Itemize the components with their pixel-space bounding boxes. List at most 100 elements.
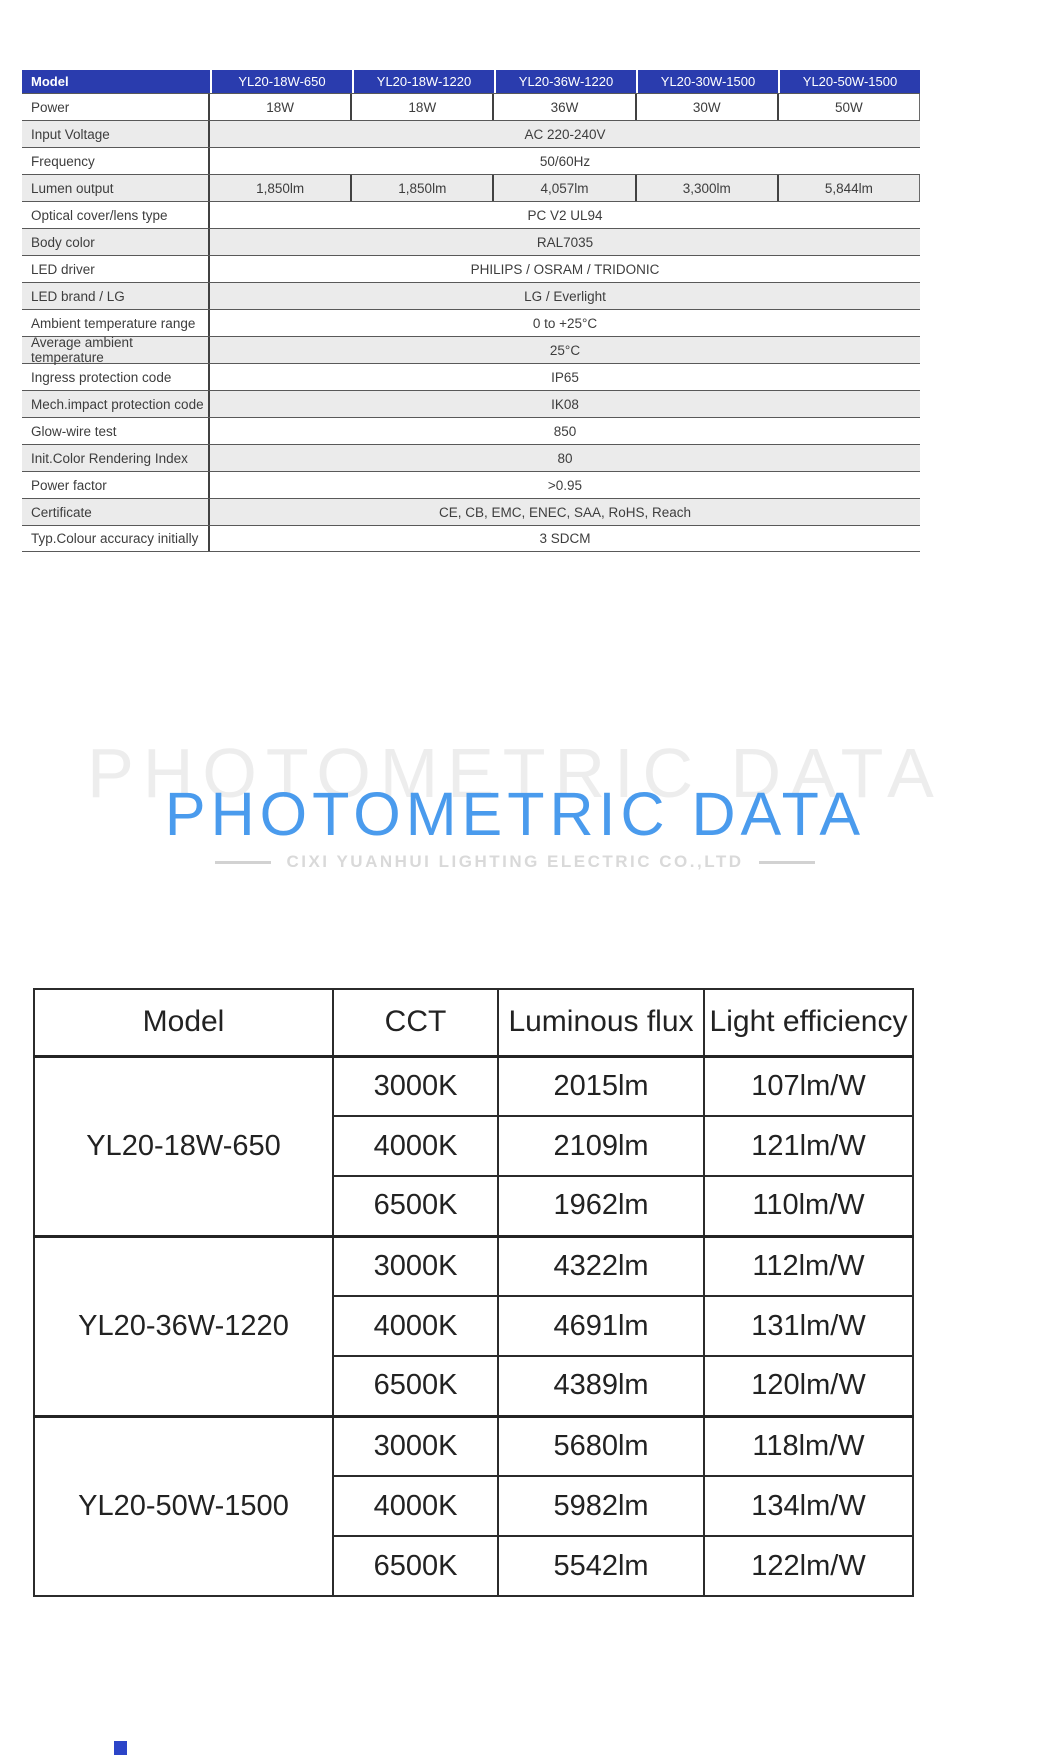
spec-row: LED brand / LG LG / Everlight xyxy=(22,282,920,309)
spec-table: Model YL20-18W-650 YL20-18W-1220 YL20-36W-… xyxy=(22,70,921,552)
photometric-value-cell: 3000K xyxy=(332,1054,499,1117)
spec-row: Glow-wire test 850 xyxy=(22,417,920,444)
spec-value-cell: 18W xyxy=(352,94,495,120)
spec-row: Optical cover/lens type PC V2 UL94 xyxy=(22,201,920,228)
photometric-value-cell: 1962lm xyxy=(497,1175,705,1237)
photometric-value-cell: 118lm/W xyxy=(703,1414,914,1477)
spec-value-cell: 4,057lm xyxy=(494,175,637,201)
spec-row-label: Init.Color Rendering Index xyxy=(22,445,210,471)
photometric-value-cell: 134lm/W xyxy=(703,1475,914,1537)
spec-row: Power factor >0.95 xyxy=(22,471,920,498)
photometric-value-cell: 6500K xyxy=(332,1355,499,1417)
spec-value-merged: RAL7035 xyxy=(536,234,594,250)
photometric-value-cell: 121lm/W xyxy=(703,1115,914,1177)
spec-value-merged: IP65 xyxy=(551,369,579,385)
company-name: CIXI YUANHUI LIGHTING ELECTRIC CO.,LTD xyxy=(286,852,744,871)
photometric-model-cell: YL20-18W-650 xyxy=(33,1054,334,1237)
spec-header-model: YL20-18W-1220 xyxy=(352,70,494,93)
spec-value-merged: PC V2 UL94 xyxy=(527,207,603,223)
spec-row: Frequency 50/60Hz xyxy=(22,147,920,174)
spec-value-merged: IK08 xyxy=(551,396,579,412)
photometric-value-cell: 4389lm xyxy=(497,1355,705,1417)
spec-row-label: Glow-wire test xyxy=(22,418,210,444)
spec-row-label: Average ambient temperature xyxy=(22,335,210,365)
spec-header-row: Model YL20-18W-650 YL20-18W-1220 YL20-36W-… xyxy=(22,70,920,93)
spec-row-label: Mech.impact protection code xyxy=(22,391,210,417)
photometric-value-cell: 4322lm xyxy=(497,1234,705,1297)
spec-row-label: Body color xyxy=(22,229,210,255)
spec-value-merged: >0.95 xyxy=(547,477,583,493)
spec-value-merged: 0 to +25°C xyxy=(532,315,598,331)
photometric-value-cell: 4000K xyxy=(332,1115,499,1177)
photometric-value-cell: 4691lm xyxy=(497,1295,705,1357)
photometric-row: 4000K 2109lm 121lm/W xyxy=(34,1115,914,1177)
photometric-row: 4000K 4691lm 131lm/W xyxy=(34,1295,914,1357)
spec-value-cell: 36W xyxy=(494,94,637,120)
photometric-value-cell: 131lm/W xyxy=(703,1295,914,1357)
photometric-value-cell: 5982lm xyxy=(497,1475,705,1537)
spec-value-merged: 50/60Hz xyxy=(539,153,591,169)
photometric-row: 6500K 5542lm 122lm/W xyxy=(34,1535,914,1597)
photometric-model-cell: YL20-36W-1220 xyxy=(33,1234,334,1417)
photometric-value-cell: 3000K xyxy=(332,1414,499,1477)
photometric-value-cell: 112lm/W xyxy=(703,1234,914,1297)
photometric-header-cell: Luminous flux xyxy=(497,988,705,1057)
photometric-row: YL20-36W-1220 3000K 4322lm 112lm/W xyxy=(33,1234,914,1417)
spec-value-merged: 25°C xyxy=(549,342,581,358)
spec-value-merged: PHILIPS / OSRAM / TRIDONIC xyxy=(470,261,660,277)
company-subtitle-row: CIXI YUANHUI LIGHTING ELECTRIC CO.,LTD xyxy=(0,852,1030,872)
spec-row-label: Power xyxy=(22,94,210,120)
spec-row-label: Ambient temperature range xyxy=(22,310,210,336)
photometric-value-cell: 6500K xyxy=(332,1535,499,1597)
photometric-value-cell: 3000K xyxy=(332,1234,499,1297)
spec-row: Power 18W 18W 36W 30W 50W xyxy=(22,93,921,120)
spec-header-model: YL20-50W-1500 xyxy=(778,70,920,93)
spec-row-label: Power factor xyxy=(22,472,210,498)
spec-row: Ambient temperature range 0 to +25°C xyxy=(22,309,920,336)
photometric-row: YL20-50W-1500 3000K 5680lm 118lm/W xyxy=(33,1414,914,1597)
spec-row: Init.Color Rendering Index 80 xyxy=(22,444,920,471)
page-footer-mark xyxy=(114,1741,127,1755)
spec-value-merged: AC 220-240V xyxy=(524,126,606,142)
spec-row-label: Ingress protection code xyxy=(22,364,210,390)
photometric-header-cell: CCT xyxy=(332,988,499,1057)
right-dash-line xyxy=(758,860,815,864)
spec-value-cell: 50W xyxy=(779,94,921,120)
photometric-row: YL20-18W-650 3000K 2015lm 107lm/W xyxy=(33,1054,914,1237)
photometric-value-cell: 110lm/W xyxy=(703,1175,914,1237)
photometric-header-cell: Model xyxy=(33,988,334,1057)
photometric-row: 4000K 5982lm 134lm/W xyxy=(34,1475,914,1537)
spec-value-merged: LG / Everlight xyxy=(524,288,606,304)
spec-row-label: Typ.Colour accuracy initially xyxy=(22,526,210,551)
section-title: PHOTOMETRIC DATA xyxy=(164,780,866,848)
spec-value-cell: 3,300lm xyxy=(637,175,779,201)
spec-row: Typ.Colour accuracy initially 3 SDCM xyxy=(22,525,920,552)
spec-row: Lumen output 1,850lm 1,850lm 4,057lm 3,300lm… xyxy=(22,174,921,201)
spec-value-merged: 80 xyxy=(557,450,573,466)
photometric-row: 6500K 1962lm 110lm/W xyxy=(34,1175,914,1237)
spec-row: LED driver PHILIPS / OSRAM / TRIDONIC xyxy=(22,255,920,282)
photometric-table-body: YL20-18W-650 3000K 2015lm 107lm/W 4000K 2109l… xyxy=(33,1054,914,1597)
spec-value-cell: 5,844lm xyxy=(779,175,921,201)
photometric-value-cell: 107lm/W xyxy=(703,1054,914,1117)
left-dash-line xyxy=(215,860,272,864)
spec-row-label: Input Voltage xyxy=(22,121,210,147)
spec-value-cell: 18W xyxy=(210,94,353,120)
spec-row: Body color RAL7035 xyxy=(22,228,920,255)
spec-row-label: Certificate xyxy=(22,499,210,525)
spec-row-label: Frequency xyxy=(22,148,210,174)
photometric-value-cell: 4000K xyxy=(332,1295,499,1357)
spec-value-cell: 1,850lm xyxy=(210,175,353,201)
photometric-value-cell: 2109lm xyxy=(497,1115,705,1177)
photometric-header-cell: Light efficiency xyxy=(703,988,914,1057)
photometric-header-row: Model CCT Luminous flux Light efficiency xyxy=(33,988,914,1057)
photometric-value-cell: 122lm/W xyxy=(703,1535,914,1597)
photometric-model-cell: YL20-50W-1500 xyxy=(33,1414,334,1597)
spec-value-merged: 3 SDCM xyxy=(539,531,591,546)
photometric-value-cell: 2015lm xyxy=(497,1054,705,1117)
spec-row: Mech.impact protection code IK08 xyxy=(22,390,920,417)
photometric-table: Model CCT Luminous flux Light efficiency YL… xyxy=(33,988,914,1597)
spec-value-merged: CE, CB, EMC, ENEC, SAA, RoHS, Reach xyxy=(438,504,692,520)
photometric-value-cell: 4000K xyxy=(332,1475,499,1537)
